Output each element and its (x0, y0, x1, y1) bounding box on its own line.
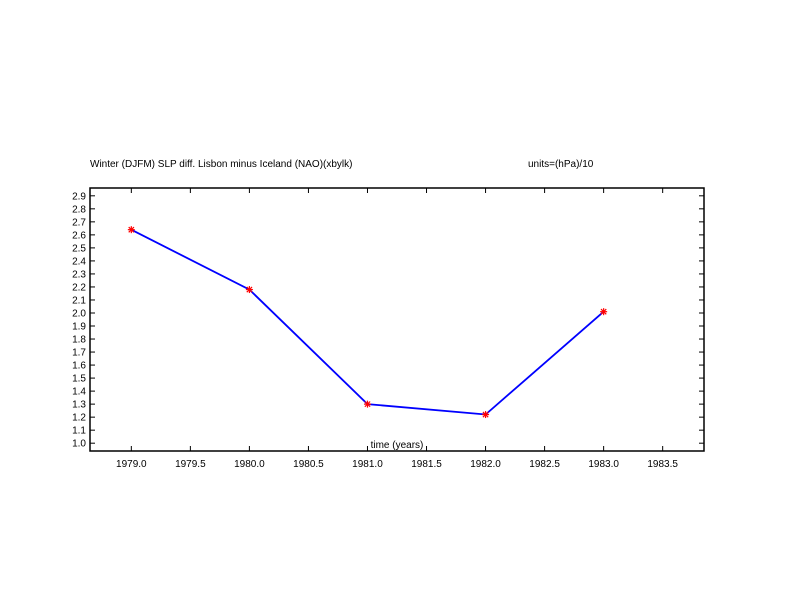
y-tick-label: 1.8 (72, 335, 86, 346)
x-tick-label: 1979.5 (175, 459, 206, 470)
series-line (130, 228, 605, 416)
x-tick-label: 1982.0 (470, 459, 501, 470)
y-tick-label: 1.1 (72, 426, 86, 437)
y-tick-label: 1.0 (72, 439, 86, 450)
y-tick-label: 2.6 (72, 230, 86, 241)
y-tick-label: 2.3 (72, 269, 86, 280)
y-tick-label: 2.4 (72, 256, 86, 267)
plot-frame (89, 187, 705, 452)
y-tick-label: 1.7 (72, 348, 86, 359)
x-tick-label: 1981.0 (352, 459, 383, 470)
y-tick-label: 1.5 (72, 374, 86, 385)
data-point-marker (600, 308, 608, 316)
y-tick-label: 2.9 (72, 191, 86, 202)
x-axis: 1979.0 1979.5 1980.0 1980.5 1981.0 1981.5 1982… (116, 188, 678, 470)
x-tick-label: 1979.0 (116, 459, 147, 470)
y-axis: 1.0 1.1 1.2 1.3 1.4 1.5 1.6 1.7 1.8 1.9 2.0 2.1 2.2 2… (72, 191, 704, 450)
y-tick-label: 1.2 (72, 413, 86, 424)
data-point-marker (127, 226, 135, 234)
x-tick-label: 1980.5 (293, 459, 324, 470)
x-tick-label: 1981.5 (411, 459, 442, 470)
y-tick-label: 2.2 (72, 282, 86, 293)
y-tick-label: 2.8 (72, 204, 86, 215)
x-axis-label: time (years) (371, 440, 424, 451)
units-label: units=(hPa)/10 (528, 159, 594, 170)
data-point-marker (245, 286, 253, 294)
chart-title: Winter (DJFM) SLP diff. Lisbon minus Ice… (90, 159, 352, 170)
y-tick-label: 2.0 (72, 308, 86, 319)
data-point-marker (363, 400, 371, 408)
y-tick-label: 2.7 (72, 217, 86, 228)
y-tick-label: 1.4 (72, 387, 86, 398)
series-markers (127, 226, 608, 419)
x-tick-label: 1983.5 (647, 459, 678, 470)
y-tick-label: 1.9 (72, 322, 86, 333)
x-tick-label: 1982.5 (529, 459, 560, 470)
y-tick-label: 1.6 (72, 361, 86, 372)
data-point-marker (482, 411, 490, 419)
y-tick-label: 2.5 (72, 243, 86, 254)
x-tick-label: 1983.0 (588, 459, 619, 470)
y-tick-label: 1.3 (72, 400, 86, 411)
x-tick-label: 1980.0 (234, 459, 265, 470)
y-tick-label: 2.1 (72, 295, 86, 306)
